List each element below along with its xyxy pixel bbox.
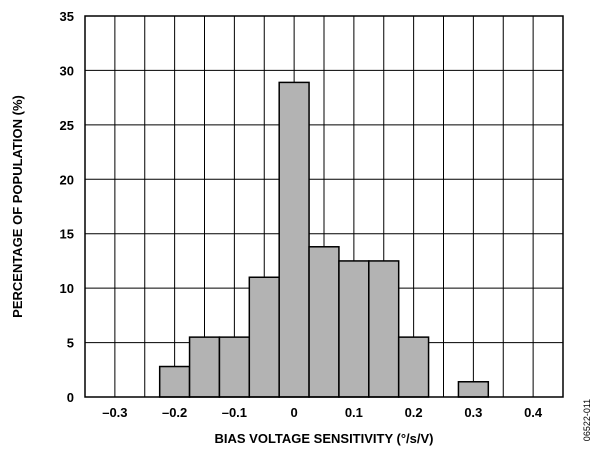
histogram-bar: [248, 276, 280, 398]
histogram-bar: [158, 365, 191, 398]
histogram-bar: [218, 336, 251, 398]
y-tick-label: 25: [60, 118, 74, 133]
histogram-bar: [338, 260, 370, 398]
y-tick-labels: 0 5 10 15 20 25 30 35: [60, 9, 74, 405]
histogram-bar: [188, 336, 221, 398]
histogram-bar: [457, 381, 490, 398]
x-tick-label: 0: [291, 405, 298, 420]
y-tick-label: 5: [67, 336, 74, 351]
y-tick-label: 30: [60, 63, 74, 78]
histogram-bar: [308, 246, 340, 398]
x-axis-title: BIAS VOLTAGE SENSITIVITY (°/s/V): [214, 431, 433, 446]
x-tick-label: 0.1: [345, 405, 363, 420]
y-tick-label: 20: [60, 172, 74, 187]
x-tick-label: 0.4: [524, 405, 543, 420]
plot-frame: [84, 15, 564, 398]
y-axis-title: PERCENTAGE OF POPULATION (%): [10, 95, 25, 318]
y-tick-label: 10: [60, 281, 74, 296]
x-tick-label: –0.3: [102, 405, 127, 420]
histogram-bar: [278, 81, 310, 398]
y-tick-label: 35: [60, 9, 74, 24]
y-tick-label: 15: [60, 227, 74, 242]
x-tick-label: –0.2: [162, 405, 187, 420]
x-tick-label: –0.1: [222, 405, 247, 420]
figure-id: 06522-011: [582, 399, 592, 441]
x-tick-label: 0.3: [464, 405, 482, 420]
x-tick-label: 0.2: [405, 405, 423, 420]
histogram-bar: [368, 260, 400, 398]
histogram-bar: [397, 336, 430, 398]
bars: [158, 81, 490, 398]
y-tick-label: 0: [67, 390, 74, 405]
x-tick-labels: –0.3 –0.2 –0.1 0 0.1 0.2 0.3 0.4: [102, 405, 543, 420]
